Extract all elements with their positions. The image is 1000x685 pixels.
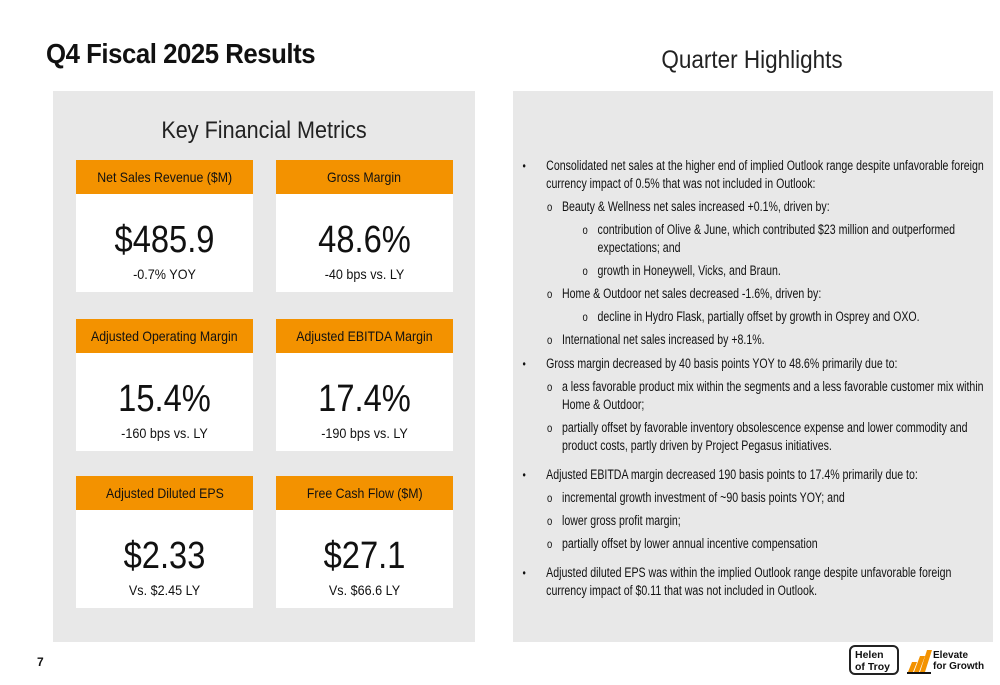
logo-text: Elevate for Growth <box>933 650 984 672</box>
helen-of-troy-logo: Helen of Troy <box>849 645 899 675</box>
metric-comparison: -190 bps vs. LY <box>321 425 408 441</box>
highlight-item: • Gross margin decreased by 40 basis poin… <box>513 355 987 373</box>
logo-line: for Growth <box>933 661 985 672</box>
highlight-text: partially offset by favorable inventory … <box>561 420 968 453</box>
highlight-text: incremental growth investment of ~90 bas… <box>561 490 845 505</box>
sub-bullet-marker: o <box>582 223 588 237</box>
highlight-subitem: o International net sales increased by +8… <box>513 331 987 349</box>
highlight-subitem: o incremental growth investment of ~90 ba… <box>513 489 987 507</box>
metric-label: Free Cash Flow ($M) <box>306 485 423 501</box>
highlight-item: • Adjusted EBITDA margin decreased 190 ba… <box>513 466 987 484</box>
metric-label: Net Sales Revenue ($M) <box>97 169 232 185</box>
metric-value: 15.4% <box>118 378 211 420</box>
highlight-text: Consolidated net sales at the higher end… <box>546 158 984 191</box>
metric-card-header: Adjusted Operating Margin <box>76 319 253 353</box>
metric-card-adjusted-operating-margin: Adjusted Operating Margin 15.4% -160 bps… <box>76 319 253 451</box>
metric-label: Adjusted EBITDA Margin <box>296 328 433 344</box>
metric-comparison: -0.7% YOY <box>133 266 196 282</box>
logo-line: Helen <box>855 649 884 661</box>
metric-value: $2.33 <box>123 535 206 577</box>
highlight-text: Home & Outdoor net sales decreased -1.6%… <box>561 286 822 301</box>
logo-line: of Troy <box>855 661 891 673</box>
highlight-text: International net sales increased by +8.… <box>561 332 765 347</box>
highlights-title: Quarter Highlights <box>661 46 843 74</box>
highlight-text: lower gross profit margin; <box>561 513 681 528</box>
highlight-text: a less favorable product mix within the … <box>561 379 984 412</box>
bullet-marker: • <box>522 159 526 173</box>
highlight-text: Beauty & Wellness net sales increased +0… <box>561 199 830 214</box>
sub-bullet-marker: o <box>546 333 553 347</box>
growth-bars-icon <box>907 650 932 674</box>
highlight-subitem: o partially offset by favorable inventory… <box>513 419 987 455</box>
metric-card-gross-margin: Gross Margin 48.6% -40 bps vs. LY <box>276 160 453 292</box>
highlight-item: • Adjusted diluted EPS was within the imp… <box>513 564 987 600</box>
sub-bullet-marker: o <box>546 421 553 435</box>
sub-bullet-marker: o <box>546 514 553 528</box>
highlight-subsubitem: o growth in Honeywell, Vicks, and Braun. <box>513 262 987 280</box>
highlight-text: decline in Hydro Flask, partially offset… <box>597 309 920 324</box>
page-number: 7 <box>37 655 44 669</box>
highlight-text: contribution of Olive & June, which cont… <box>597 222 956 255</box>
metric-card-adjusted-diluted-eps: Adjusted Diluted EPS $2.33 Vs. $2.45 LY <box>76 476 253 608</box>
metric-value: 48.6% <box>318 219 411 261</box>
highlight-subitem: o partially offset by lower annual incent… <box>513 535 987 553</box>
metric-comparison: Vs. $2.45 LY <box>128 582 201 598</box>
highlights-panel: • Consolidated net sales at the higher en… <box>513 91 993 642</box>
sub-bullet-marker: o <box>582 264 588 278</box>
bullet-marker: • <box>522 468 526 482</box>
logo-line: Elevate <box>933 650 969 661</box>
page-title: Q4 Fiscal 2025 Results <box>46 38 316 69</box>
sub-bullet-marker: o <box>582 310 588 324</box>
sub-bullet-marker: o <box>546 287 553 301</box>
metric-label: Adjusted Diluted EPS <box>105 485 224 501</box>
highlight-subsubitem: o contribution of Olive & June, which con… <box>513 221 987 257</box>
key-metrics-panel: Key Financial Metrics Net Sales Revenue … <box>53 91 475 642</box>
sub-bullet-marker: o <box>546 200 553 214</box>
highlight-text: growth in Honeywell, Vicks, and Braun. <box>597 263 781 278</box>
metric-card-header: Adjusted EBITDA Margin <box>276 319 453 353</box>
metric-card-header: Adjusted Diluted EPS <box>76 476 253 510</box>
highlight-subitem: o a less favorable product mix within the… <box>513 378 987 414</box>
highlight-subitem: o Beauty & Wellness net sales increased +… <box>513 198 987 216</box>
highlight-text: Gross margin decreased by 40 basis point… <box>546 356 898 371</box>
highlight-text: Adjusted EBITDA margin decreased 190 bas… <box>546 467 918 482</box>
highlight-text: partially offset by lower annual incenti… <box>561 536 818 551</box>
metric-comparison: Vs. $66.6 LY <box>328 582 401 598</box>
highlight-item: • Consolidated net sales at the higher en… <box>513 157 987 193</box>
metric-card-header: Free Cash Flow ($M) <box>276 476 453 510</box>
metric-value: $485.9 <box>114 219 215 261</box>
bullet-marker: • <box>522 357 526 371</box>
key-metrics-title: Key Financial Metrics <box>161 117 367 144</box>
metric-value: $27.1 <box>323 535 406 577</box>
metric-label: Gross Margin <box>327 169 402 185</box>
sub-bullet-marker: o <box>546 537 553 551</box>
highlight-subsubitem: o decline in Hydro Flask, partially offse… <box>513 308 987 326</box>
metric-card-free-cash-flow: Free Cash Flow ($M) $27.1 Vs. $66.6 LY <box>276 476 453 608</box>
metric-card-net-sales: Net Sales Revenue ($M) $485.9 -0.7% YOY <box>76 160 253 292</box>
metric-card-header: Gross Margin <box>276 160 453 194</box>
highlights-list: • Consolidated net sales at the higher en… <box>513 151 987 600</box>
highlight-subitem: o Home & Outdoor net sales decreased -1.6… <box>513 285 987 303</box>
metric-label: Adjusted Operating Margin <box>91 328 238 344</box>
elevate-for-growth-logo: Elevate for Growth <box>905 646 995 678</box>
sub-bullet-marker: o <box>546 380 553 394</box>
highlight-subitem: o lower gross profit margin; <box>513 512 987 530</box>
metric-value: 17.4% <box>318 378 411 420</box>
sub-bullet-marker: o <box>546 491 553 505</box>
metric-card-header: Net Sales Revenue ($M) <box>76 160 253 194</box>
bullet-marker: • <box>522 566 526 580</box>
metric-comparison: -160 bps vs. LY <box>121 425 208 441</box>
metric-comparison: -40 bps vs. LY <box>324 266 405 282</box>
metric-card-adjusted-ebitda-margin: Adjusted EBITDA Margin 17.4% -190 bps vs… <box>276 319 453 451</box>
highlight-text: Adjusted diluted EPS was within the impl… <box>546 565 952 598</box>
